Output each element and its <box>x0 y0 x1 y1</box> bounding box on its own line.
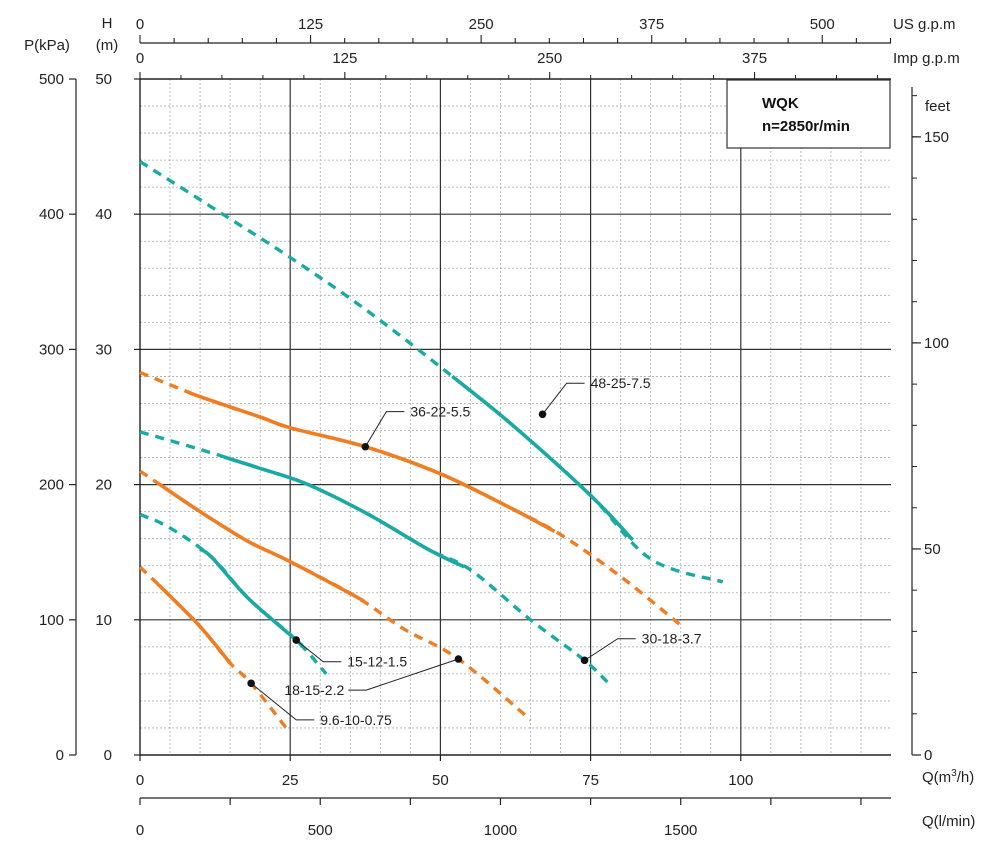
feet-tick-label: 150 <box>924 129 949 146</box>
pressure-tick-label: 400 <box>39 206 64 223</box>
leader-line <box>295 639 342 663</box>
q-lmin-tick-label: 0 <box>136 822 144 839</box>
leader-line <box>348 658 459 691</box>
q-m3h-unit-tail: /h) <box>957 769 975 786</box>
feet-tick-label: 100 <box>924 335 949 352</box>
pressure-tick-label: 0 <box>56 747 64 764</box>
curve-marker-dot <box>538 410 547 419</box>
head-tick-label: 40 <box>95 206 112 223</box>
imp-gpm-axis-unit: Imp g.p.m <box>893 50 960 67</box>
q-m3h-tick-label: 75 <box>582 772 599 789</box>
curve-solid-segment <box>199 547 305 649</box>
feet-axis-unit: feet <box>925 98 951 115</box>
curve-marker-dot <box>247 679 255 688</box>
curve-label-group: 30-18-3.7 <box>580 631 702 665</box>
curve-label: 15-12-1.5 <box>347 654 407 670</box>
feet-tick-label: 0 <box>924 747 932 764</box>
curve-label-group: 9.6-10-0.75 <box>247 679 392 728</box>
head-axis-unit-top: H <box>102 15 113 32</box>
q-m3h-axis-unit: Q(m3/h) <box>922 768 974 786</box>
q-m3h-tick-label: 25 <box>282 772 299 789</box>
pressure-axis-unit: P(kPa) <box>24 37 70 54</box>
curve-label-group: 48-25-7.5 <box>538 375 651 419</box>
curve-solid-segment <box>156 481 366 603</box>
q-lmin-tick-label: 500 <box>308 822 333 839</box>
curve-solid-segment <box>451 375 634 542</box>
axes: 01020304050H(m)0100200300400500P(kPa)050… <box>24 15 975 839</box>
curve-label: 30-18-3.7 <box>642 631 702 647</box>
info-box-model: WQK <box>762 95 799 112</box>
curve-label: 9.6-10-0.75 <box>320 712 392 728</box>
curve-label-group: 36-22-5.5 <box>361 404 471 451</box>
q-m3h-unit-sup: 3 <box>951 768 957 779</box>
leader-line <box>542 382 585 415</box>
head-tick-label: 30 <box>95 341 112 358</box>
us-gpm-tick-label: 125 <box>298 16 323 33</box>
us-gpm-tick-label: 375 <box>639 16 664 33</box>
pressure-tick-label: 300 <box>39 341 64 358</box>
us-gpm-tick-label: 250 <box>469 16 494 33</box>
pressure-tick-label: 100 <box>39 612 64 629</box>
curve-label: 48-25-7.5 <box>591 375 651 391</box>
q-lmin-tick-label: 1500 <box>664 822 697 839</box>
curve-label: 18-15-2.2 <box>284 682 344 698</box>
q-m3h-tick-label: 100 <box>728 772 753 789</box>
imp-gpm-tick-label: 125 <box>332 50 357 67</box>
pressure-tick-label: 500 <box>39 71 64 88</box>
imp-gpm-tick-label: 375 <box>742 50 767 67</box>
info-box-frame <box>726 79 891 149</box>
head-tick-label: 20 <box>95 477 112 494</box>
curve-solid-segment <box>187 390 556 533</box>
q-m3h-tick-label: 50 <box>432 772 449 789</box>
head-tick-label: 50 <box>95 71 112 88</box>
imp-gpm-tick-label: 250 <box>537 50 562 67</box>
q-lmin-axis-unit: Q(l/min) <box>922 813 975 830</box>
q-lmin-tick-label: 1000 <box>484 822 517 839</box>
q-m3h-tick-label: 0 <box>136 772 144 789</box>
curve-marker-dot <box>292 636 301 644</box>
head-tick-label: 0 <box>104 747 112 764</box>
curve-marker-dot <box>454 655 463 663</box>
head-axis-unit-bottom: (m) <box>96 37 119 54</box>
pump-curves <box>138 160 724 731</box>
curve-marker-dot <box>580 656 589 665</box>
curve-solid-segment <box>156 582 232 665</box>
pressure-tick-label: 200 <box>39 477 64 494</box>
feet-tick-label: 50 <box>924 541 941 558</box>
leader-line <box>364 411 405 448</box>
leader-line <box>250 682 315 721</box>
head-tick-label: 10 <box>95 612 112 629</box>
curve-labels: 48-25-7.5 36-22-5.5 30-18-3.7 18-15-2.215-1… <box>247 375 702 728</box>
us-gpm-tick-label: 500 <box>810 16 835 33</box>
curve-label-group: 18-15-2.2 <box>284 655 463 698</box>
curve-solid-segment <box>223 455 466 569</box>
q-m3h-unit-base: Q(m <box>922 769 951 786</box>
info-box: WQK n=2850r/min <box>726 79 891 149</box>
imp-gpm-tick-label: 0 <box>136 50 144 67</box>
curve-15-12-1_5 <box>139 512 328 676</box>
curve-30-18-3_7 <box>139 430 610 685</box>
curve-marker-dot <box>361 442 370 451</box>
info-box-speed: n=2850r/min <box>762 118 850 135</box>
leader-line <box>584 638 636 661</box>
curve-label-group: 15-12-1.5 <box>292 636 407 670</box>
grid <box>140 79 891 755</box>
curve-9_6-10-0_75 <box>138 565 289 731</box>
us-gpm-tick-label: 0 <box>136 16 144 33</box>
curve-48-25-7_5 <box>139 160 724 584</box>
curve-dashed-segment <box>139 160 724 584</box>
curve-36-22-5_5 <box>139 370 682 627</box>
us-gpm-axis-unit: US g.p.m <box>893 16 956 33</box>
curve-dashed-segment <box>138 565 289 731</box>
curve-label: 36-22-5.5 <box>410 404 470 420</box>
